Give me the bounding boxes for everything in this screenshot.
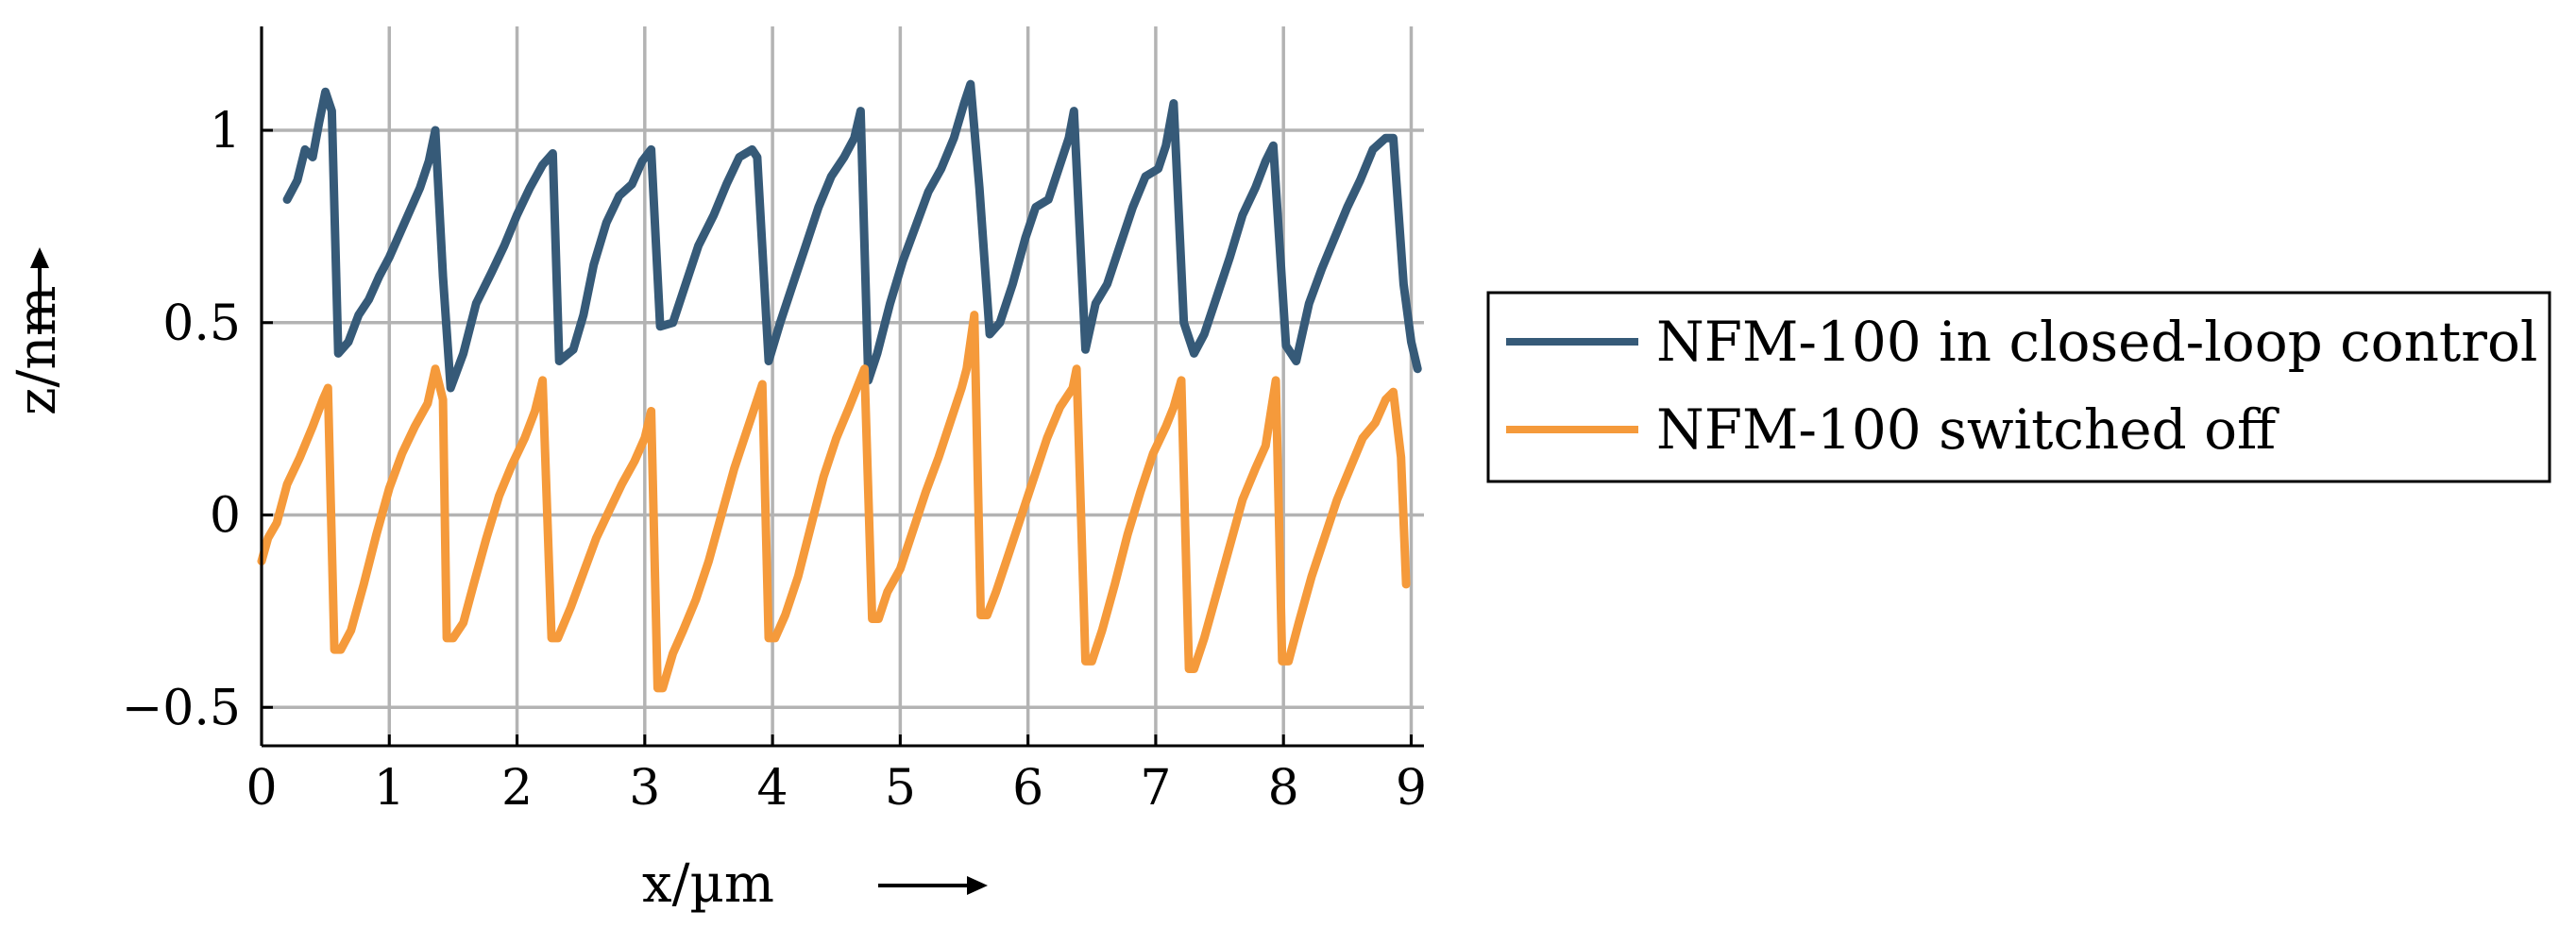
series-line-switched-off <box>257 311 1411 693</box>
y-tick-label: 0.5 <box>162 295 241 352</box>
legend-box <box>1486 291 2551 483</box>
legend-label-switched-off: NFM-100 switched off <box>1656 397 2279 462</box>
legend-label-closed-loop: NFM-100 in closed-loop control <box>1656 310 2537 374</box>
y-tick-labels: −0.5 0 0.5 1 <box>122 103 241 736</box>
x-tick-label: 5 <box>885 760 916 817</box>
x-tick-label: 1 <box>374 760 405 817</box>
x-axis-arrow-icon <box>878 876 988 895</box>
y-tick-label: 0 <box>210 488 241 545</box>
y-axis-title: z/nm <box>7 285 68 415</box>
x-tick-label: 2 <box>501 760 533 817</box>
x-tick-label: 0 <box>246 760 277 817</box>
y-tick-label: −0.5 <box>122 680 241 736</box>
axes <box>260 26 1424 748</box>
series-layer <box>257 79 1422 693</box>
y-axis-label: z/nm <box>7 285 68 415</box>
grid <box>260 26 1424 746</box>
y-axis-arrow-icon <box>30 247 49 334</box>
series-line-closed-loop <box>282 79 1422 393</box>
x-axis-title: x/µm <box>642 853 774 915</box>
x-tick-label: 8 <box>1268 760 1299 817</box>
x-tick-label: 3 <box>629 760 660 817</box>
y-tick-label: 1 <box>210 103 241 160</box>
x-axis-label: x/µm <box>642 853 988 915</box>
x-tick-label: 4 <box>757 760 788 817</box>
x-tick-labels: 0 1 2 3 4 5 6 7 8 9 <box>246 760 1427 817</box>
x-tick-label: 9 <box>1396 760 1427 817</box>
x-tick-label: 6 <box>1012 760 1043 817</box>
legend: NFM-100 in closed-loop control NFM-100 s… <box>1486 291 2551 483</box>
x-tick-label: 7 <box>1140 760 1171 817</box>
